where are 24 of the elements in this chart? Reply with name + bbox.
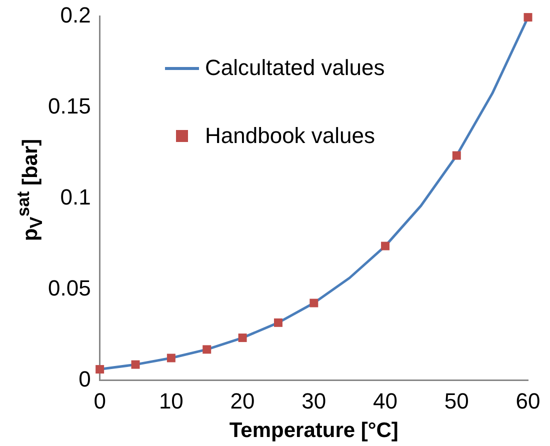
point <box>166 354 176 362</box>
point <box>452 151 461 160</box>
x-axis-title: Temperature [°C] <box>229 419 398 442</box>
x-tick-label: 40 <box>373 388 398 414</box>
y-tick-label: 0.1 <box>60 184 91 210</box>
legend-label: Calcultated values <box>205 55 385 81</box>
point <box>238 334 247 342</box>
y-tick-label: 0 <box>78 366 91 392</box>
point <box>96 365 104 374</box>
point <box>202 345 212 354</box>
y-tick-label: 0.2 <box>60 2 91 28</box>
legend-label: Handbook values <box>205 123 376 149</box>
y-tick-label: 0.15 <box>48 93 91 118</box>
x-tick-label: 20 <box>230 388 255 414</box>
point <box>381 242 390 250</box>
x-tick-label: 60 <box>516 388 540 414</box>
point <box>274 318 282 327</box>
x-tick-label: 50 <box>444 388 469 414</box>
point <box>524 13 532 22</box>
point <box>131 360 140 369</box>
x-tick-label: 30 <box>302 388 326 414</box>
y-tick-label: 0.05 <box>48 275 91 300</box>
point <box>310 298 318 308</box>
x-tick-label: 10 <box>158 388 184 414</box>
